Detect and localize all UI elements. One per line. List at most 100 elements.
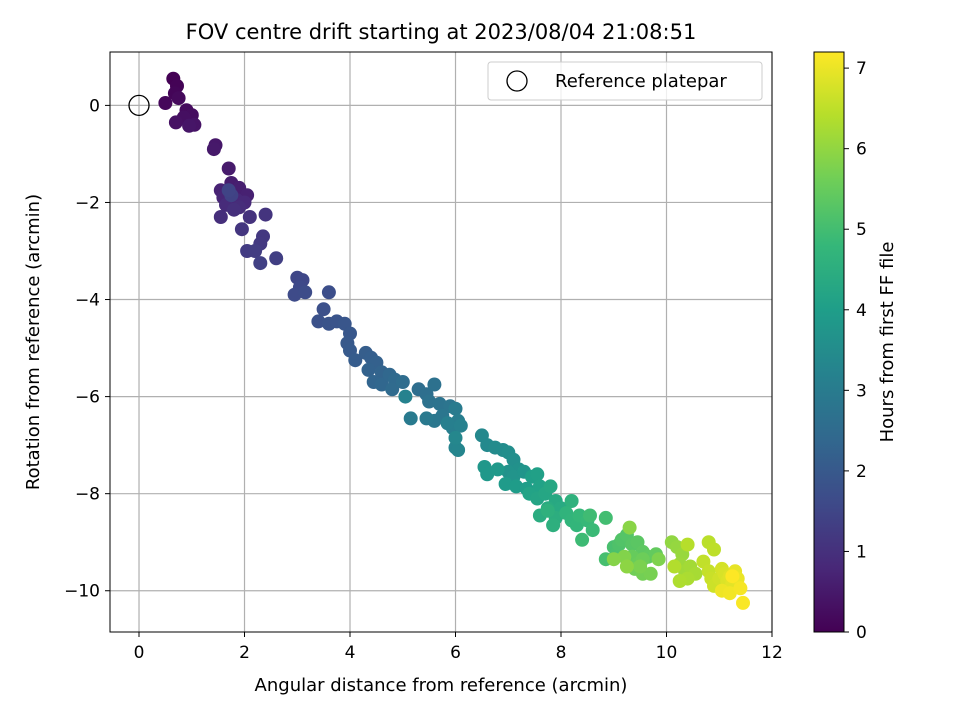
scatter-point <box>480 467 495 482</box>
scatter-point <box>227 202 241 217</box>
scatter-point <box>316 302 331 317</box>
scatter-point <box>287 287 302 302</box>
scatter-point <box>395 375 410 389</box>
colorbar-tick-label: 5 <box>856 220 867 240</box>
legend-box <box>487 61 763 101</box>
scatter-point <box>633 559 648 574</box>
scatter-point <box>427 377 442 392</box>
scatter-point <box>575 532 590 547</box>
scatter-point <box>168 115 183 130</box>
colorbar-ticks: 0 1 2 3 4 5 6 7 <box>844 59 867 643</box>
scatter-point <box>543 479 558 494</box>
plot-frame <box>109 51 773 633</box>
scatter-point <box>643 566 658 581</box>
scatter-point <box>680 537 695 552</box>
scatter-point <box>722 586 737 601</box>
scatter-point <box>733 581 748 596</box>
scatter-point <box>398 389 413 404</box>
scatter-point <box>583 508 597 523</box>
scatter-point <box>509 479 524 494</box>
scatter-point <box>606 552 621 567</box>
scatter-point <box>585 523 600 538</box>
x-axis-label: Angular distance from reference (arcmin) <box>255 675 628 696</box>
scatter-point <box>530 467 545 482</box>
scatter-point <box>619 559 634 574</box>
colorbar-gradient <box>813 51 845 633</box>
scatter-point <box>234 222 249 237</box>
scatter-point <box>498 477 513 491</box>
legend-marker <box>506 70 528 92</box>
y-tick-label: −10 <box>64 582 100 602</box>
scatter-point <box>448 401 463 416</box>
scatter-point <box>564 494 579 508</box>
x-tick-label: 2 <box>239 643 250 663</box>
y-tick-label: −8 <box>75 485 100 505</box>
scatter-point <box>453 418 468 433</box>
scatter-point <box>667 559 682 574</box>
x-tick-label: 8 <box>556 643 567 663</box>
scatter-point <box>374 377 389 392</box>
scatter-point <box>248 244 263 258</box>
colorbar-label: Hours from first FF file <box>877 242 898 443</box>
colorbar: 0 1 2 3 4 5 6 7 Hours from first FF file <box>813 51 898 643</box>
scatter-point <box>736 595 750 610</box>
scatter-point <box>213 210 228 224</box>
x-axis: 0 2 4 6 8 10 12 <box>134 632 783 663</box>
colorbar-tick-label: 1 <box>856 542 867 562</box>
scatter-point <box>598 510 613 525</box>
chart-title: FOV centre drift starting at 2023/08/04 … <box>186 20 697 44</box>
scatter-point <box>298 285 313 300</box>
scatter-point <box>385 382 400 397</box>
scatter-point <box>221 161 236 176</box>
scatter-point <box>622 520 637 535</box>
scatter-point <box>258 207 273 222</box>
scatter-point <box>321 285 336 300</box>
scatter-point <box>432 396 447 411</box>
scatter-points <box>158 71 750 610</box>
x-tick-label: 4 <box>345 643 356 663</box>
scatter-point <box>158 96 173 110</box>
x-tick-label: 6 <box>450 643 461 663</box>
scatter-point <box>651 552 666 567</box>
legend: Reference platepar <box>487 61 763 101</box>
y-tick-label: −4 <box>75 291 100 311</box>
y-tick-label: −6 <box>75 388 100 408</box>
scatter-point <box>206 142 221 157</box>
scatter-point <box>451 443 466 457</box>
colorbar-tick-label: 7 <box>856 59 867 79</box>
scatter-point <box>707 542 721 557</box>
scatter-point <box>490 462 505 477</box>
y-tick-label: −2 <box>75 193 100 213</box>
scatter-point <box>171 91 186 106</box>
scatter-point <box>419 411 434 426</box>
colorbar-tick-label: 4 <box>856 301 867 321</box>
scatter-point <box>182 118 197 133</box>
colorbar-tick-label: 2 <box>856 462 867 482</box>
scatter-point <box>546 518 561 533</box>
scatter-point <box>269 251 284 266</box>
reference-marker <box>128 94 150 117</box>
y-tick-label: 0 <box>89 96 100 116</box>
y-axis-label: Rotation from reference (arcmin) <box>23 194 44 490</box>
scatter-point <box>221 183 236 198</box>
scatter-point <box>540 503 555 518</box>
scatter-point <box>253 256 268 271</box>
x-tick-label: 10 <box>656 643 678 663</box>
y-axis: 0 −2 −4 −6 −8 −10 <box>64 96 110 602</box>
scatter-point <box>422 394 437 409</box>
scatter-point <box>672 574 687 588</box>
colorbar-tick-label: 6 <box>856 140 867 160</box>
scatter-point <box>448 430 463 445</box>
scatter-point <box>311 314 326 329</box>
scatter-point <box>242 210 257 224</box>
reference-point <box>128 94 150 117</box>
scatter-point <box>403 411 418 426</box>
scatter-point <box>440 416 455 431</box>
colorbar-tick-label: 0 <box>856 623 867 643</box>
grid <box>110 52 773 632</box>
scatter-point <box>361 362 376 377</box>
colorbar-tick-label: 3 <box>856 381 867 401</box>
x-tick-label: 12 <box>761 643 783 663</box>
scatter-point <box>725 569 740 584</box>
